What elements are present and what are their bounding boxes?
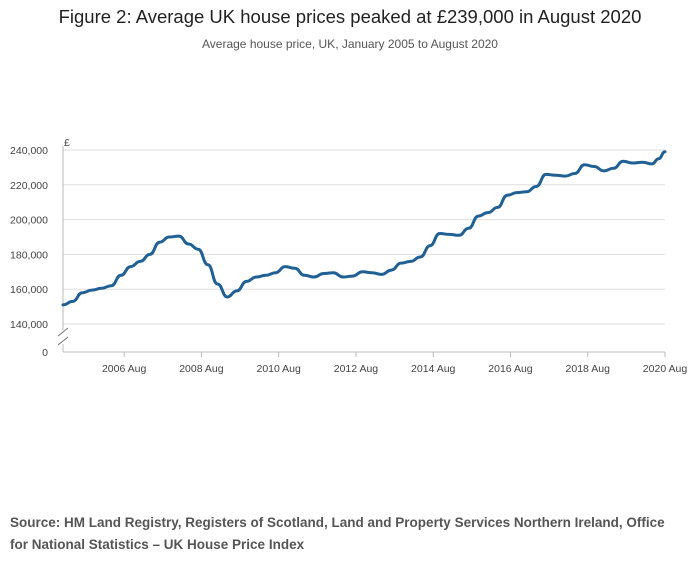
y-tick-label: 240,000 xyxy=(10,145,48,157)
x-tick-label: 2012 Aug xyxy=(334,363,379,375)
series-line-average-house-price xyxy=(61,150,667,307)
tick-labels: 0 140,000 160,000 180,000 200,000 220,000 240,… xyxy=(10,137,687,375)
x-tick-label: 2014 Aug xyxy=(411,363,456,375)
chart-title: Figure 2: Average UK house prices peaked… xyxy=(58,6,642,27)
y-tick-label: 160,000 xyxy=(10,284,48,296)
x-tick-label: 2008 Aug xyxy=(179,363,224,375)
source-note: Source: HM Land Registry, Registers of S… xyxy=(10,515,665,552)
x-tick-label: 2016 Aug xyxy=(488,363,533,375)
x-tick-label: 2010 Aug xyxy=(256,363,301,375)
y-axis-unit-label: £ xyxy=(64,137,70,149)
y-tick-label: 220,000 xyxy=(10,180,48,192)
chart-subtitle: Average house price, UK, January 2005 to… xyxy=(202,37,498,51)
axes xyxy=(57,146,666,357)
y-tick-label: 0 xyxy=(42,347,48,359)
x-tick-label: 2018 Aug xyxy=(566,363,611,375)
y-tick-label: 140,000 xyxy=(10,319,48,331)
y-tick-label: 180,000 xyxy=(10,249,48,261)
x-tick-label: 2006 Aug xyxy=(102,363,147,375)
gridlines xyxy=(63,149,665,325)
y-tick-label: 200,000 xyxy=(10,215,48,227)
series-layer xyxy=(61,150,667,307)
x-tick-label: 2020 Aug xyxy=(643,363,688,375)
axis-break-mark xyxy=(57,336,69,346)
axis-break-mark xyxy=(57,327,69,337)
